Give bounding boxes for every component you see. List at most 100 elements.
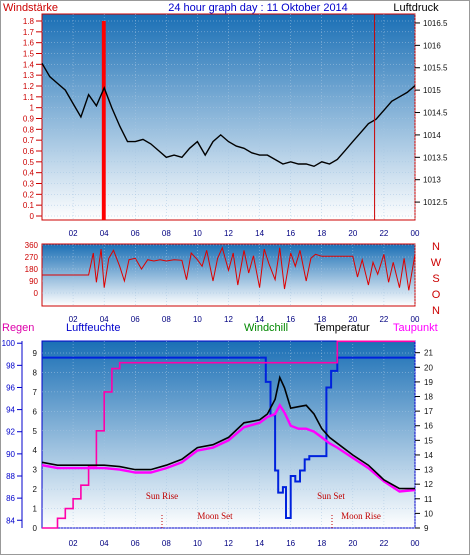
rain-tick-label: 1 <box>33 505 38 514</box>
pressure-axis-title: Luftdruck <box>393 2 439 14</box>
pressure-tick-label: 1014 <box>423 131 441 140</box>
wind-tick-label: 1.2 <box>23 82 35 91</box>
compass-label: N <box>432 241 440 253</box>
wind-axis-title: Windstärke <box>3 2 58 14</box>
direction-tick-label: 270 <box>25 253 39 262</box>
x-tick-label: 14 <box>255 229 264 238</box>
legend-regen: Regen <box>2 322 34 334</box>
temperature-tick-label: 12 <box>424 480 433 489</box>
direction-tick-label: 0 <box>34 289 39 298</box>
wind-tick-label: 1.7 <box>23 28 35 37</box>
x-tick-label: 16 <box>286 315 295 324</box>
rain-axis-ticks: 0 1 2 3 4 5 6 7 8 9 <box>33 349 38 533</box>
temperature-tick-label: 18 <box>424 393 433 402</box>
x-tick-label: 20 <box>348 229 357 238</box>
legend-taupunkt: Taupunkt <box>393 322 438 334</box>
dewpoint-series-line <box>41 402 416 493</box>
pressure-series-line <box>41 62 416 168</box>
compass-label: N <box>432 305 440 317</box>
x-tick-label: 20 <box>348 315 357 324</box>
wind-tick-label: 1 <box>30 104 35 113</box>
humidity-tick-label: 90 <box>6 450 15 459</box>
wind-tick-label: 0.8 <box>23 125 35 134</box>
pressure-tick-label: 1015 <box>423 86 441 95</box>
wind-tick-label: 0.7 <box>23 136 35 145</box>
temperature-tick-label: 21 <box>424 349 433 358</box>
x-tick-label: 20 <box>348 539 357 548</box>
temperature-axis-ticks: 9 10 11 12 13 14 15 16 17 18 19 20 21 <box>415 349 433 533</box>
wind-tick-label: 1.8 <box>23 17 35 26</box>
rain-tick-label: 4 <box>33 446 38 455</box>
wind-tick-label: 0.5 <box>23 158 35 167</box>
temperature-tick-label: 10 <box>424 509 433 518</box>
temperature-tick-label: 17 <box>424 407 433 416</box>
wind-series <box>101 21 106 220</box>
temperature-tick-label: 15 <box>424 436 433 445</box>
legend-windchill: Windchill <box>244 322 288 334</box>
temperature-tick-label: 19 <box>424 378 433 387</box>
rain-tick-label: 7 <box>33 388 38 397</box>
x-tick-label: 08 <box>162 539 171 548</box>
wind-tick-label: 1.3 <box>23 71 35 80</box>
x-tick-label: 04 <box>100 315 109 324</box>
x-tick-label: 22 <box>379 229 388 238</box>
humidity-axis-ticks: 84 86 88 90 92 94 96 98 100 <box>2 339 23 528</box>
x-tick-label: 14 <box>255 315 264 324</box>
x-tick-label: 08 <box>162 315 171 324</box>
pressure-tick-label: 1014.5 <box>423 109 448 118</box>
x-tick-label: 00 <box>411 539 420 548</box>
pressure-axis-ticks: 1012.5 1013 1013.5 1014 1014.5 1015 1015.5 1016… <box>415 19 448 207</box>
wind-tick-label: 0.2 <box>23 190 35 199</box>
x-tick-label: 06 <box>131 315 140 324</box>
x-tick-label: 16 <box>286 539 295 548</box>
x-tick-label: 14 <box>255 539 264 548</box>
chart-title: 24 hour graph day : 11 Oktober 2014 <box>168 2 348 14</box>
x-tick-label: 16 <box>286 229 295 238</box>
humidity-tick-label: 96 <box>6 383 15 392</box>
humidity-tick-label: 98 <box>6 361 15 370</box>
rain-tick-label: 5 <box>33 427 38 436</box>
sun-set-label: Sun Set <box>317 491 345 501</box>
humidity-tick-label: 86 <box>6 494 15 503</box>
x-tick-label: 06 <box>131 229 140 238</box>
panel2-x-ticks: 02 04 06 08 10 12 14 16 18 20 22 00 <box>69 315 420 324</box>
temperature-tick-label: 9 <box>424 524 429 533</box>
x-tick-label: 12 <box>224 315 233 324</box>
wind-tick-label: 1.4 <box>23 60 35 69</box>
rain-tick-label: 9 <box>33 349 38 358</box>
pressure-tick-label: 1012.5 <box>423 198 448 207</box>
compass-label: O <box>432 289 441 301</box>
humidity-tick-label: 100 <box>2 339 16 348</box>
x-tick-label: 04 <box>100 229 109 238</box>
x-tick-label: 10 <box>193 315 202 324</box>
wind-bar <box>101 21 106 220</box>
pressure-tick-label: 1016 <box>423 41 441 50</box>
direction-tick-label: 90 <box>29 277 38 286</box>
rain-tick-label: 3 <box>33 466 38 475</box>
pressure-tick-label: 1015.5 <box>423 64 448 73</box>
x-tick-label: 08 <box>162 229 171 238</box>
pressure-tick-label: 1016.5 <box>423 19 448 28</box>
wind-tick-label: 1.6 <box>23 39 35 48</box>
legend-temperatur: Temperatur <box>314 322 370 334</box>
wind-tick-label: 0.1 <box>23 201 35 210</box>
wind-tick-label: 1.1 <box>23 93 35 102</box>
direction-tick-label: 360 <box>25 241 39 250</box>
panel3-x-ticks: 02 04 06 08 10 12 14 16 18 20 22 00 <box>69 539 420 548</box>
wind-tick-label: 0.3 <box>23 180 35 189</box>
x-tick-label: 10 <box>193 229 202 238</box>
x-tick-label: 00 <box>411 315 420 324</box>
compass-label: W <box>431 257 442 269</box>
legend-luftfeuchte: Luftfeuchte <box>66 322 120 334</box>
temperature-series-line <box>41 374 415 490</box>
wind-tick-label: 0.6 <box>23 147 35 156</box>
temperature-tick-label: 13 <box>424 466 433 475</box>
x-tick-label: 06 <box>131 539 140 548</box>
temperature-tick-label: 20 <box>424 363 433 372</box>
rain-tick-label: 6 <box>33 407 38 416</box>
x-tick-label: 02 <box>69 539 78 548</box>
sun-rise-label: Sun Rise <box>146 491 178 501</box>
humidity-tick-label: 92 <box>6 428 15 437</box>
